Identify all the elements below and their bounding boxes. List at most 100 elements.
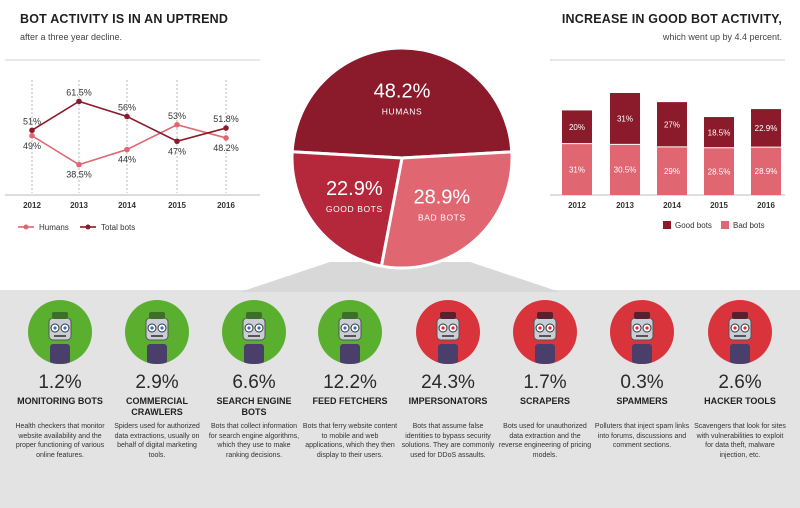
line-chart: 2012 2013 2014 2015 2016 49% 38.5% 44% 53% 48.2% 5… [5,59,260,232]
bot-share: 2.9% [135,372,179,393]
pie-slice-bad-bots [379,150,514,270]
legend-label: Humans [39,223,69,232]
bar-good-bots [610,93,640,145]
bar-bad-bots [610,144,640,195]
bot-description: Bots that ferry website content to mobil… [302,423,398,459]
bot-card: 2.6% HACKER TOOLS Scavengers that look f… [692,300,788,460]
bot-description: Scavengers that look for sites with vuln… [694,423,786,459]
data-label: 51.8% [213,114,239,124]
bar-good-bots [704,117,734,148]
pie-category-label: GOOD BOTS [326,204,383,214]
bot-name: HACKER TOOLS [704,396,776,406]
data-point [174,121,180,128]
bar-label-bad: 29% [664,167,680,176]
bot-card: 12.2% FEED FETCHERS Bots that ferry webs… [302,300,398,460]
x-tick-label: 2012 [568,201,586,210]
robot-impersonator-icon [416,300,480,364]
x-tick-label: 2014 [663,201,681,210]
bar-label-good: 20% [569,123,585,132]
data-point [223,125,229,131]
bar-label-good: 22.9% [755,124,778,133]
bar-label-bad: 31% [569,165,585,174]
x-tick-label: 2016 [757,201,775,210]
data-point [76,161,82,168]
bot-share: 2.6% [718,372,762,393]
bot-name: IMPERSONATORS [408,396,488,406]
robot-crawler-icon [125,300,189,364]
bar-label-good: 31% [617,115,633,124]
legend-label: Total bots [101,223,135,232]
pie-chart: 48.2% HUMANS 28.9% BAD BOTS 22.9% GOOD BOTS [290,46,514,270]
bot-name: COMMERCIAL CRAWLERS [126,396,188,417]
bot-share: 12.2% [323,372,377,393]
bar-label-good: 18.5% [708,128,731,137]
legend-label: Bad bots [733,221,765,230]
robot-doctor-icon [28,300,92,364]
x-tick-label: 2015 [710,201,728,210]
x-tick-label: 2012 [23,201,41,210]
bot-share: 6.6% [232,372,276,393]
bot-card: 1.2% MONITORING BOTS Health checkers tha… [12,300,108,460]
data-point [174,138,180,145]
bot-share: 1.2% [38,372,82,393]
legend-marker [85,224,91,230]
bar-bad-bots [704,147,734,195]
bot-name: SEARCH ENGINE BOTS [216,396,292,417]
bot-description: Spiders used for authorized data extract… [114,423,200,459]
legend-swatch [663,221,671,229]
legend-swatch [721,221,729,229]
x-tick-label: 2013 [616,201,634,210]
pie-value-label: 28.9% [414,187,471,209]
robot-courier-icon [318,300,382,364]
data-point [124,113,130,120]
pie-value-label: 22.9% [326,178,383,200]
x-tick-label: 2014 [118,201,136,210]
pie-value-label: 48.2% [374,81,431,103]
pie-slice-good-bots [290,150,404,268]
data-point [223,135,229,141]
robot-detective-icon [222,300,286,364]
robot-hacker-icon [708,300,772,364]
bar-label-bad: 28.9% [755,167,778,176]
bar-chart-subtitle: which went up by 4.4 percent. [662,32,782,42]
robot-spammer-icon [610,300,674,364]
bot-description: Bots that collect information for search… [208,423,300,459]
x-tick-label: 2013 [70,201,88,210]
data-label: 44% [118,155,136,165]
bar-bad-bots [751,147,781,195]
data-label: 61.5% [66,87,92,97]
bar-label-good: 27% [664,121,680,130]
data-label: 49% [23,141,41,151]
pie-slice-humans [290,46,514,160]
data-label: 48.2% [213,143,239,153]
bot-name: SCRAPERS [519,396,570,406]
bot-name: SPAMMERS [616,396,668,406]
bot-description: Bots used for unauthorized data extracti… [498,423,592,459]
data-label: 56% [118,103,136,113]
bar-label-bad: 28.5% [708,167,731,176]
bot-name: MONITORING BOTS [17,396,103,406]
line-chart-subtitle: after a three year decline. [20,32,123,42]
data-label: 38.5% [66,170,92,180]
data-point [29,127,35,134]
bar-bad-bots [562,143,592,195]
bot-description: Bots that assume false identities to byp… [401,423,495,459]
data-label: 51% [23,116,41,126]
bar-good-bots [751,109,781,148]
bar-good-bots [562,110,592,144]
bot-card: 2.9% COMMERCIAL CRAWLERS Spiders used fo… [109,300,205,460]
data-point [124,146,130,153]
bar-good-bots [657,102,687,147]
legend-label: Good bots [675,221,712,230]
robot-burglar-icon [513,300,577,364]
bot-share: 1.7% [523,372,567,393]
bot-card: 24.3% IMPERSONATORS Bots that assume fal… [400,300,496,460]
data-point [76,98,82,105]
x-tick-label: 2016 [217,201,235,210]
pie-category-label: HUMANS [382,107,422,117]
bot-card: 0.3% SPAMMERS Polluters that inject spam… [594,300,690,451]
bot-description: Health checkers that monitor website ava… [15,423,105,459]
bot-card: 1.7% SCRAPERS Bots used for unauthorized… [497,300,593,460]
data-point [29,132,35,139]
bot-description: Polluters that inject spam links into fo… [594,423,690,449]
